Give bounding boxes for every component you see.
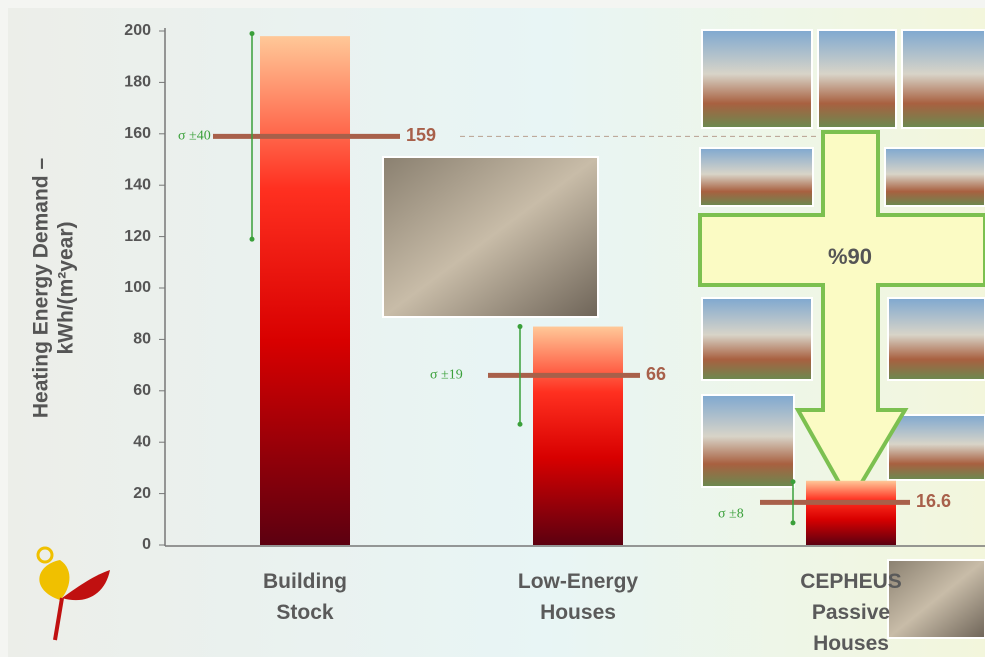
x-tick-label: Building Stock [263, 570, 347, 624]
bar [806, 480, 896, 545]
y-tick-label: 20 [133, 485, 151, 502]
error-cap [517, 324, 523, 330]
y-axis-label: Heating Energy Demand – [30, 158, 53, 419]
house-photo [699, 147, 814, 207]
mean-label: 159 [406, 125, 436, 145]
error-label: σ ±40 [178, 129, 211, 144]
house-photo [701, 297, 813, 381]
house-photo [817, 29, 897, 129]
error-cap [790, 479, 796, 485]
mean-label: 66 [646, 364, 666, 384]
house-photo [701, 29, 813, 129]
house-photo [701, 394, 795, 488]
y-tick-label: 80 [133, 331, 151, 348]
x-tick-label: CEPHEUS Passive Houses [800, 570, 902, 655]
logo-leaf [62, 570, 110, 601]
error-cap [517, 421, 523, 427]
y-tick-label: 40 [133, 433, 151, 450]
x-tick-label: Low-Energy Houses [518, 570, 638, 624]
house-photo [887, 559, 985, 639]
logo-leaf [39, 560, 70, 600]
bar [260, 36, 350, 545]
house-photo [901, 29, 985, 129]
logo [36, 546, 110, 641]
error-cap [790, 520, 796, 526]
y-tick-label: 100 [124, 279, 151, 296]
house-photo [884, 147, 985, 207]
y-axis-label: kWh/(m²year) [55, 221, 78, 354]
y-tick-label: 140 [124, 176, 151, 193]
y-tick-label: 160 [124, 125, 151, 142]
error-cap [249, 236, 255, 242]
reduction-arrow [698, 130, 985, 506]
y-tick-label: 0 [142, 536, 151, 553]
error-cap [249, 31, 255, 37]
annotation: %90 [828, 244, 872, 269]
mean-label: 16.6 [916, 491, 951, 511]
house-photo [887, 414, 985, 481]
y-tick-label: 60 [133, 382, 151, 399]
y-tick-label: 180 [124, 74, 151, 91]
bar [533, 326, 623, 545]
logo-dot [36, 546, 54, 564]
error-label: σ ±8 [718, 507, 744, 522]
photos [382, 29, 985, 639]
error-label: σ ±19 [430, 368, 463, 383]
y-tick-label: 200 [124, 22, 151, 39]
y-tick-label: 120 [124, 228, 151, 245]
logo-stem [53, 597, 64, 641]
house-photo [887, 297, 985, 381]
aerial-photo [382, 156, 599, 318]
